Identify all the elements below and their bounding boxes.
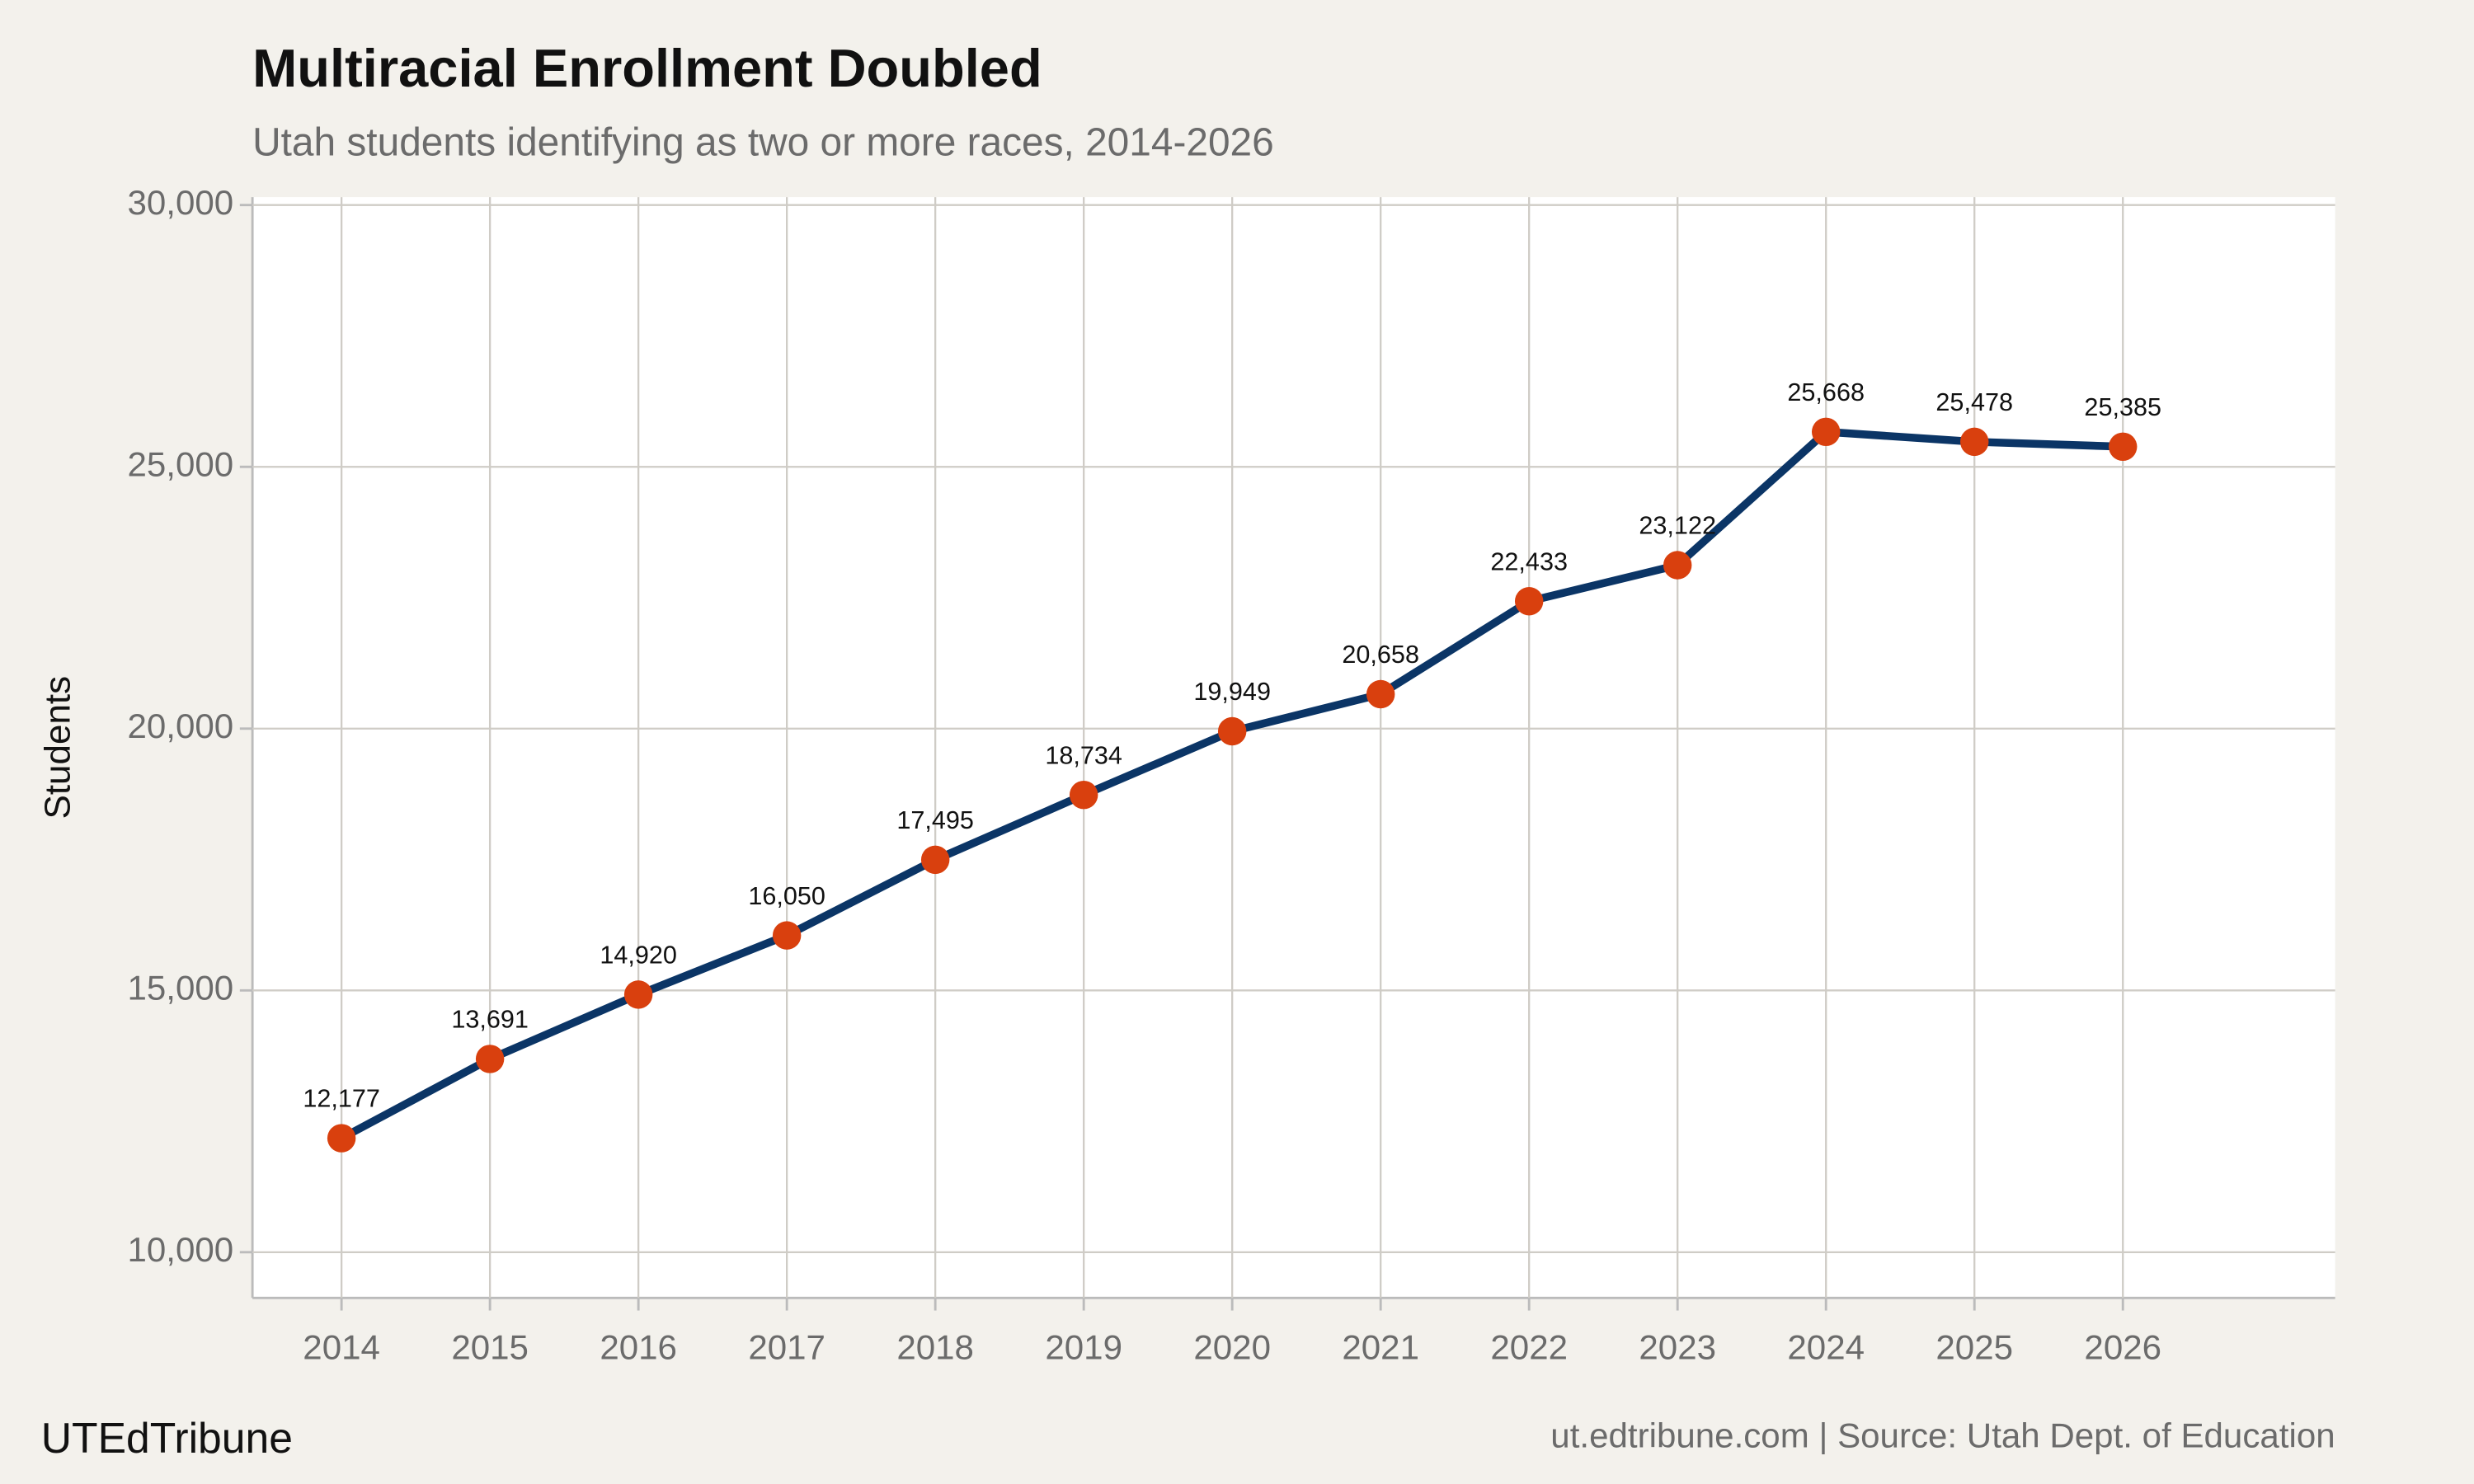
point bbox=[475, 1045, 505, 1073]
x-tick-label: 2024 bbox=[1787, 1328, 1865, 1367]
data-label: 22,433 bbox=[1490, 547, 1568, 575]
point bbox=[327, 1124, 356, 1153]
point bbox=[1514, 587, 1544, 616]
data-label: 25,385 bbox=[2084, 393, 2161, 421]
x-tick-label: 2017 bbox=[748, 1328, 825, 1367]
data-label: 17,495 bbox=[896, 806, 974, 834]
y-tick-label: 10,000 bbox=[127, 1230, 233, 1269]
point bbox=[920, 845, 950, 875]
plot-area bbox=[252, 197, 2335, 1298]
x-tick-label: 2025 bbox=[1935, 1328, 2013, 1367]
data-label: 13,691 bbox=[451, 1006, 529, 1034]
y-tick-label: 20,000 bbox=[127, 707, 233, 745]
x-tick-label: 2023 bbox=[1639, 1328, 1716, 1367]
point bbox=[1217, 716, 1247, 746]
point bbox=[2109, 432, 2138, 461]
y-axis-label: Students bbox=[37, 676, 78, 819]
data-label: 19,949 bbox=[1193, 678, 1271, 706]
source: ut.edtribune.com | Source: Utah Dept. of… bbox=[1550, 1416, 2335, 1455]
point bbox=[623, 980, 653, 1009]
x-tick-label: 2026 bbox=[2084, 1328, 2161, 1367]
point bbox=[772, 921, 802, 950]
x-tick-label: 2019 bbox=[1045, 1328, 1122, 1367]
data-label: 16,050 bbox=[748, 882, 825, 910]
data-label: 14,920 bbox=[600, 942, 677, 970]
point bbox=[1069, 780, 1098, 810]
x-tick-label: 2022 bbox=[1490, 1328, 1568, 1367]
point bbox=[1811, 417, 1841, 447]
x-tick-label: 2014 bbox=[303, 1328, 380, 1367]
x-tick-label: 2020 bbox=[1193, 1328, 1271, 1367]
chart-subtitle: Utah students identifying as two or more… bbox=[252, 121, 1274, 165]
data-label: 25,668 bbox=[1787, 378, 1865, 406]
y-tick-label: 30,000 bbox=[127, 183, 233, 222]
data-label: 20,658 bbox=[1342, 641, 1419, 669]
chart-title: Multiracial Enrollment Doubled bbox=[252, 38, 1042, 98]
y-tick-label: 15,000 bbox=[127, 968, 233, 1007]
point bbox=[1663, 551, 1692, 580]
data-label: 12,177 bbox=[303, 1085, 380, 1113]
x-tick-label: 2015 bbox=[451, 1328, 529, 1367]
data-label: 23,122 bbox=[1639, 512, 1716, 540]
y-tick-label: 25,000 bbox=[127, 444, 233, 483]
data-label: 18,734 bbox=[1045, 741, 1122, 769]
x-tick-label: 2018 bbox=[896, 1328, 974, 1367]
data-label: 25,478 bbox=[1935, 388, 2013, 416]
brand: UTEdTribune bbox=[41, 1414, 293, 1462]
point bbox=[1959, 427, 1989, 457]
x-tick-label: 2016 bbox=[600, 1328, 677, 1367]
point bbox=[1366, 679, 1395, 709]
x-tick-label: 2021 bbox=[1342, 1328, 1419, 1367]
